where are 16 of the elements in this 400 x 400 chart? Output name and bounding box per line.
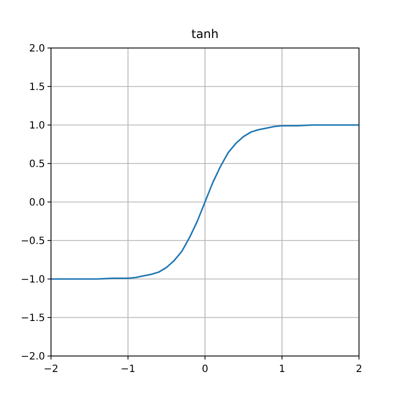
y-tick-label: 0.0 <box>29 198 45 208</box>
x-tick-label: 1 <box>278 364 286 375</box>
x-tick-label: 0 <box>202 364 208 375</box>
y-tick-label: −1.5 <box>20 313 45 324</box>
y-tick-label: 2.0 <box>29 44 45 54</box>
y-tick-label: 1.0 <box>29 120 45 132</box>
x-tick-label: −1 <box>120 364 136 375</box>
x-tick-label: 2 <box>356 364 362 375</box>
y-tick-label: 0.5 <box>29 159 45 170</box>
y-tick-label: −1.0 <box>20 274 45 286</box>
y-tick-label: 1.5 <box>29 82 45 93</box>
x-tick-label: −2 <box>44 364 58 375</box>
y-tick-label: −2.0 <box>20 352 45 362</box>
line-series <box>50 124 360 280</box>
chart-title: tanh <box>191 27 219 41</box>
y-tick-label: −0.5 <box>20 236 45 247</box>
